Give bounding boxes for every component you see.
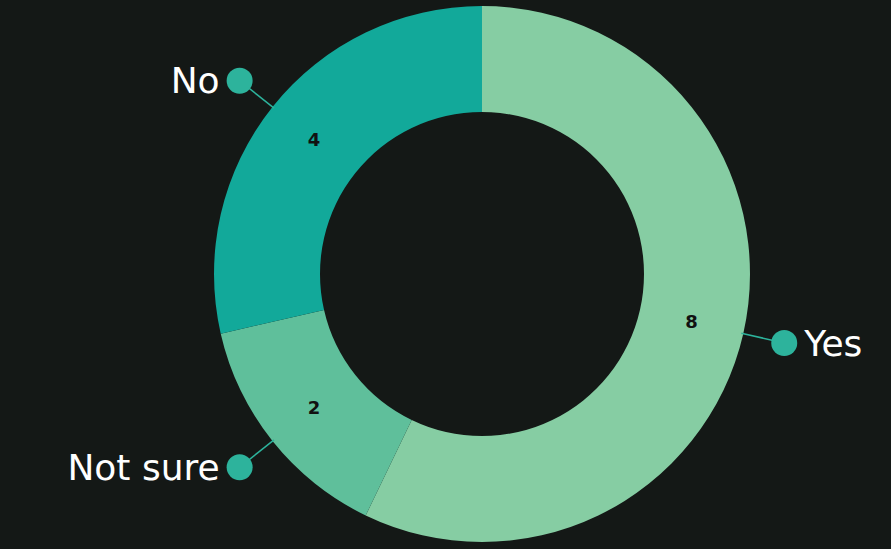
chart: 8 2 4 Yes Not sure No [0, 0, 891, 549]
data-label: 8 [685, 311, 698, 332]
label-dot [227, 68, 253, 94]
slice [221, 310, 412, 515]
slice [214, 6, 482, 334]
category-label: Not sure [67, 447, 219, 488]
category-label: Yes [803, 323, 862, 364]
slices [214, 6, 750, 542]
data-labels: 8 2 4 [308, 129, 698, 418]
background [0, 0, 891, 549]
category-label: No [171, 60, 220, 101]
data-label: 4 [308, 129, 321, 150]
label-dot [227, 454, 253, 480]
category-labels: Yes Not sure No [67, 60, 862, 488]
label-dot [771, 330, 797, 356]
data-label: 2 [308, 397, 321, 418]
plot: 8 2 4 Yes Not sure No [67, 6, 862, 542]
